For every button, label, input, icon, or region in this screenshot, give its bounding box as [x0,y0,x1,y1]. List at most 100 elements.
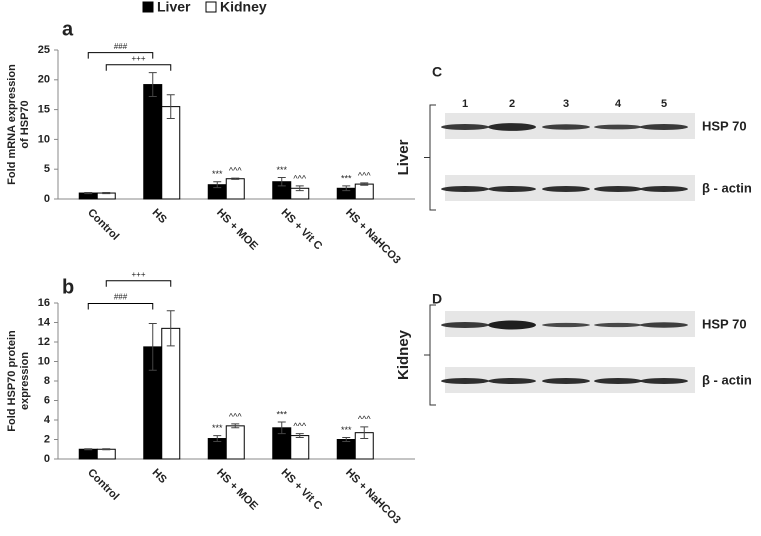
significance: ^^^ [229,411,242,421]
y-tick-label: 16 [38,297,50,309]
bracket-label: ### [114,42,128,51]
blot-band [640,322,688,328]
significance: ^^^ [229,166,242,176]
blot-band [594,378,642,384]
error-bar [231,177,240,180]
blot-band [488,186,536,192]
blot-band [441,378,489,384]
significance: ^^^ [293,421,306,431]
y-tick-label: 20 [38,74,50,86]
legend-label: Kidney [220,0,267,15]
blot-band [441,322,489,328]
panel-letter: b [62,276,74,298]
y-axis-label: Fold mRNA expression [6,64,18,185]
bracket-label: +++ [131,270,145,279]
significance: *** [341,173,352,183]
tissue-label: Kidney [395,329,412,380]
y-tick-label: 5 [44,163,50,175]
error-bar [213,181,222,189]
blot-band [488,378,536,384]
legend-swatch [142,1,154,13]
y-tick-label: 10 [38,355,50,367]
bar [96,448,116,460]
blot-band [488,320,536,330]
lane-number: 4 [615,98,622,110]
blot-band [594,186,642,192]
error-bar [84,191,93,195]
blot-band [441,186,489,192]
error-bar [166,94,175,120]
blot-band [594,124,642,130]
x-tick-label: HS + NaHCO3 [343,207,403,267]
error-bar [360,426,369,440]
y-tick-label: 0 [44,193,50,205]
error-bar [295,185,304,192]
bracket [87,52,154,59]
error-bar [102,191,111,195]
y-tick-label: 2 [44,433,50,445]
bar [225,178,245,200]
bar [290,435,310,460]
blot-bracket [424,304,436,406]
x-tick-label: HS + Vit C [279,207,325,253]
error-bar [360,182,369,186]
significance: ^^^ [358,414,371,424]
error-bar [213,435,222,442]
error-bar [342,185,351,192]
error-bar [277,177,286,187]
y-tick-label: 14 [38,316,51,328]
bar [336,439,356,460]
lane-number: 5 [661,98,667,110]
blot-band [542,124,590,130]
bracket [105,280,172,287]
bar [143,84,163,200]
error-bar [148,72,157,97]
x-tick-label: HS + Vit C [279,467,325,513]
bracket-label: ### [114,293,128,302]
y-tick-label: 6 [44,394,50,406]
x-tick-label: HS + MOE [214,467,260,513]
blot-letter: C [432,64,442,80]
legend-swatch [205,1,217,13]
error-bar [84,448,93,451]
y-tick-label: 4 [44,414,51,426]
blot-band [542,322,590,328]
blot-band [542,378,590,384]
bracket [87,302,154,310]
y-tick-label: 10 [38,133,50,145]
bar [78,448,98,460]
significance: *** [212,423,223,433]
x-tick-label: Control [85,467,121,503]
bar [161,327,181,460]
y-tick-label: 25 [38,44,50,56]
x-tick-label: Control [85,207,121,243]
significance: *** [341,425,352,435]
y-axis-label: Fold HSP70 protein [6,330,18,432]
blot-letter: D [432,291,442,307]
x-tick-label: HS [150,207,169,226]
significance: ^^^ [293,173,306,183]
x-tick-label: HS + MOE [214,207,260,253]
lane-number: 1 [462,98,468,110]
y-tick-label: 12 [38,336,50,348]
x-tick-label: HS + NaHCO3 [343,467,403,527]
blot-band [488,123,536,131]
band-label: HSP 70 [702,316,747,331]
bracket-label: +++ [131,54,145,63]
blot-band [640,124,688,130]
lane-number: 2 [509,98,515,110]
bar [225,425,245,460]
band-label: β - actin [702,180,752,195]
tissue-label: Liver [395,139,412,175]
y-axis-label: of HSP70 [19,100,31,148]
error-bar [102,448,111,451]
error-bar [166,310,175,347]
band-label: HSP 70 [702,118,747,133]
panel-letter: a [62,18,74,40]
y-axis-label: expression [19,352,31,410]
significance: *** [276,409,287,419]
blot-band [542,186,590,192]
error-bar [231,423,240,429]
significance: ^^^ [358,170,371,180]
legend-label: Liver [157,0,191,15]
